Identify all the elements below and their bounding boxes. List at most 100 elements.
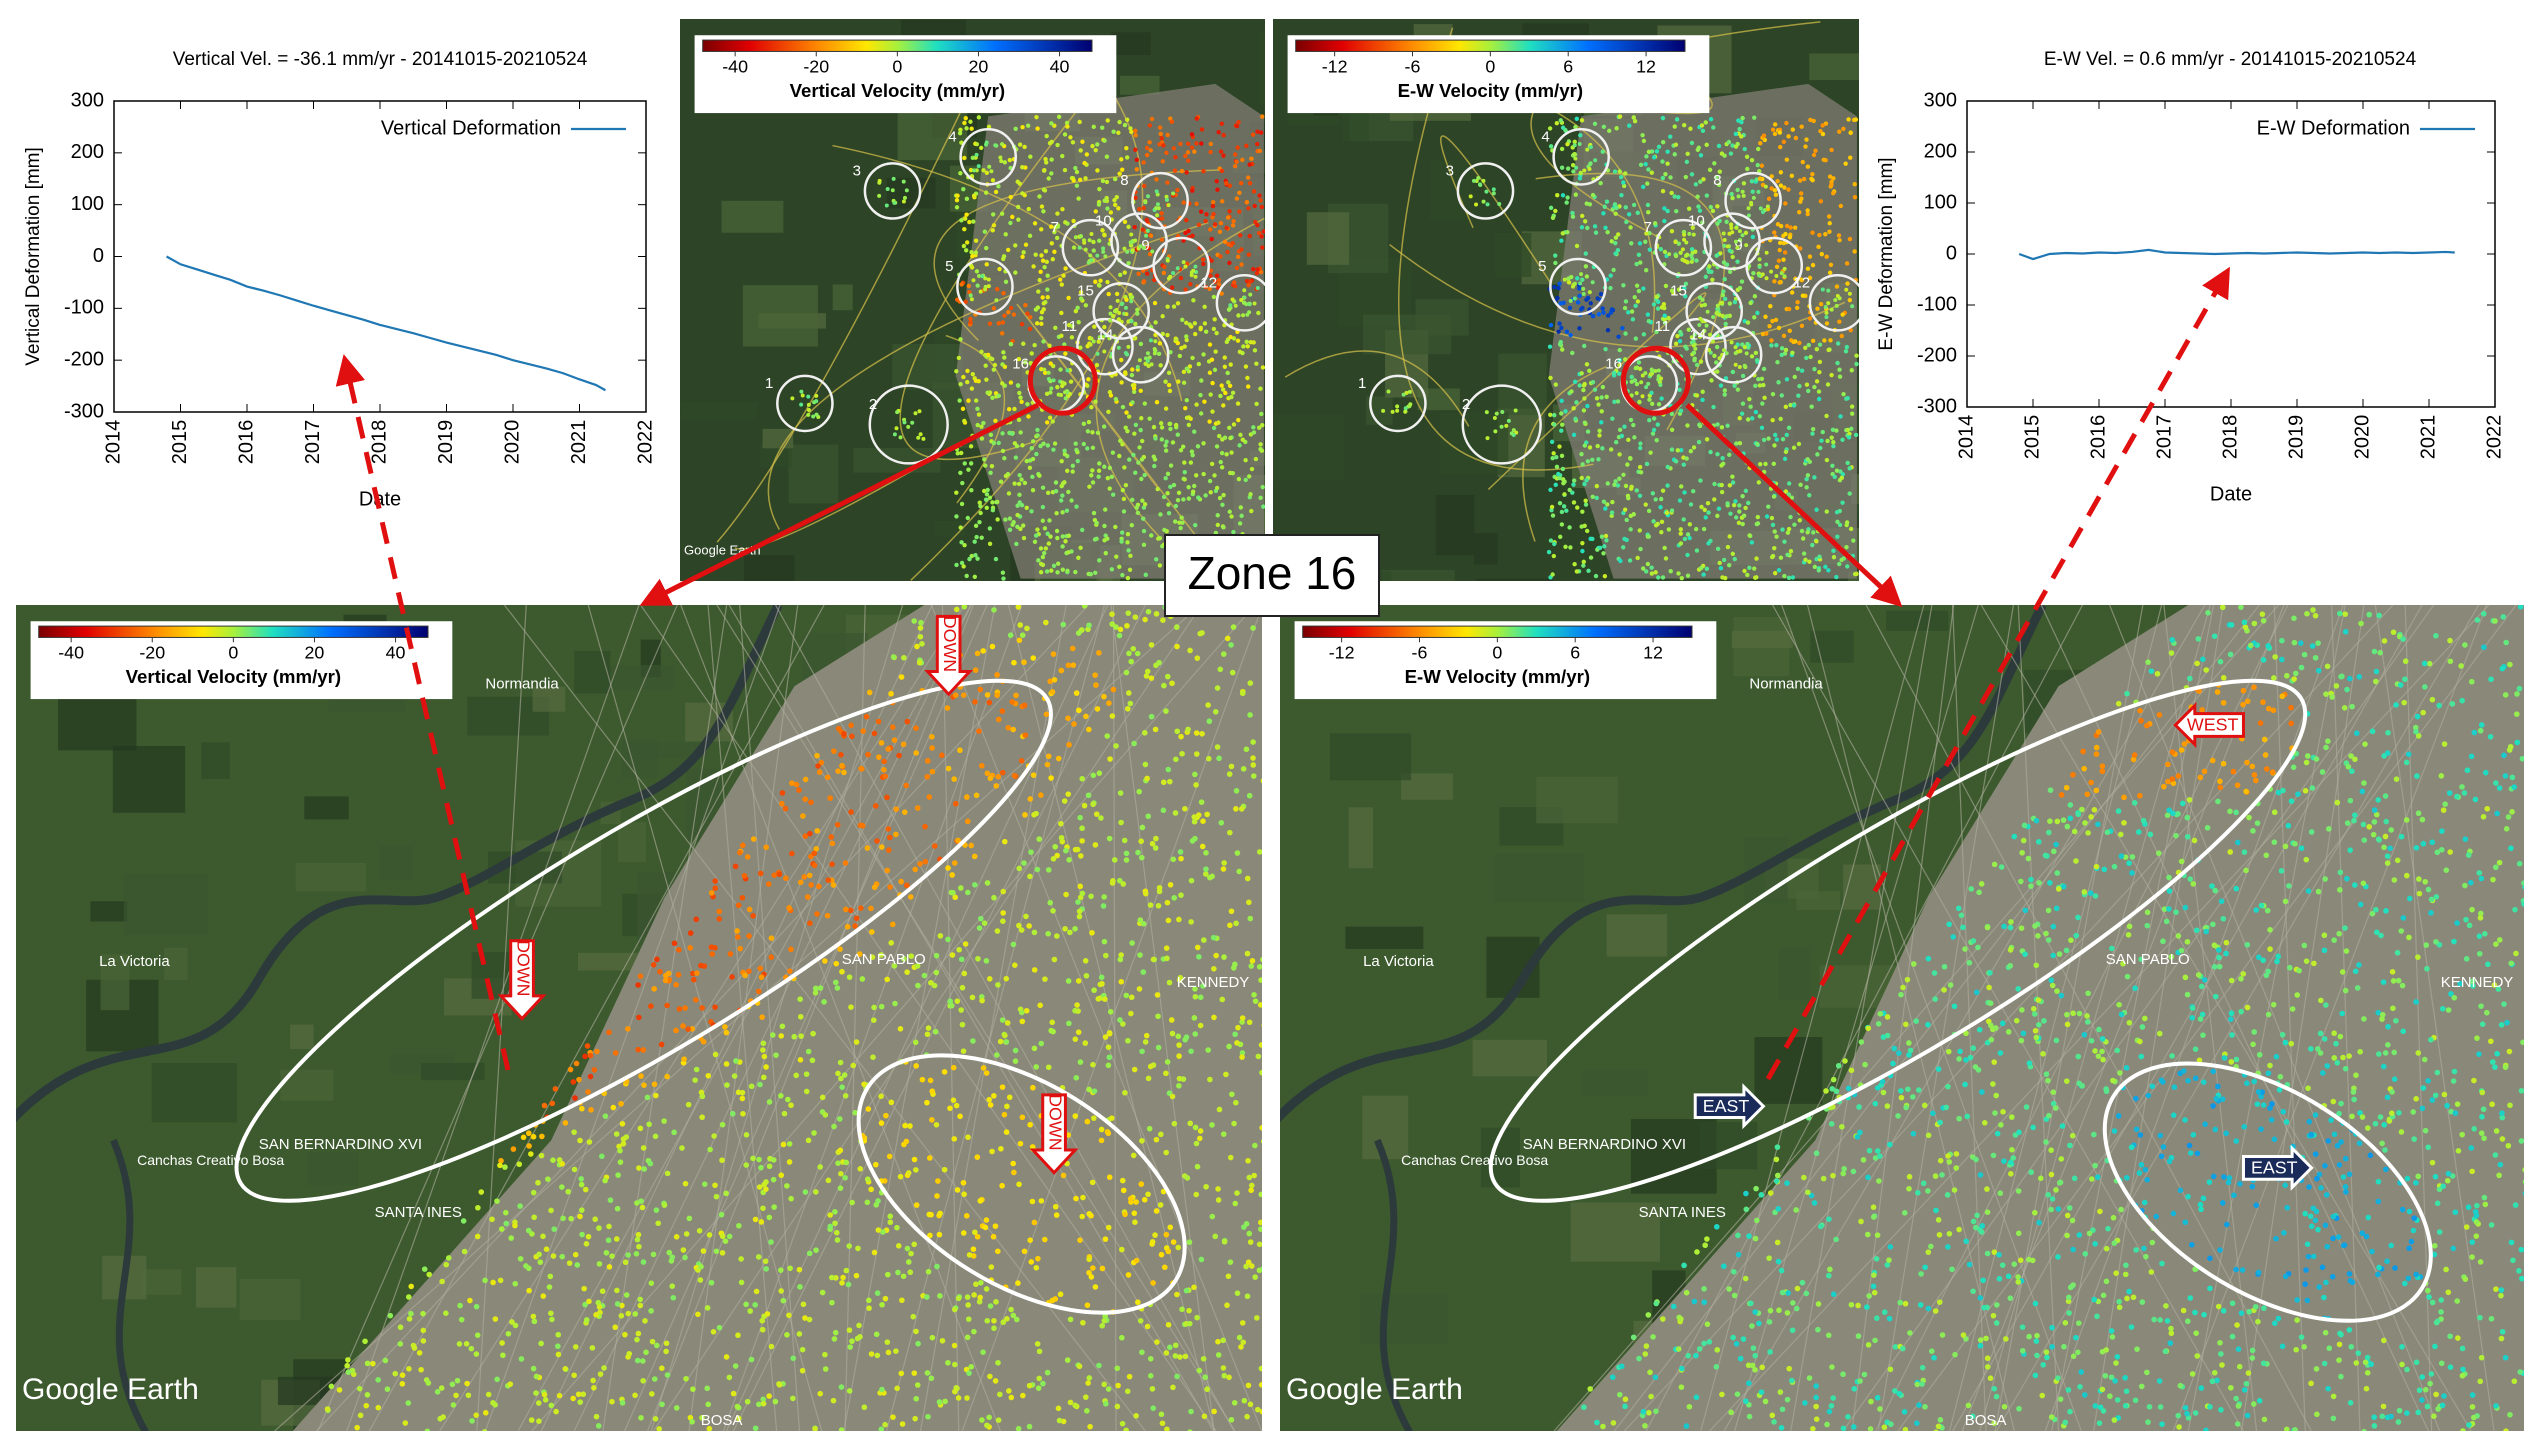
- velocity-point: [1769, 270, 1773, 274]
- velocity-point: [838, 1185, 844, 1191]
- velocity-point: [1035, 1341, 1041, 1347]
- velocity-point: [1121, 405, 1125, 409]
- velocity-point: [1050, 908, 1056, 914]
- velocity-point: [1041, 505, 1045, 509]
- velocity-point: [1103, 1236, 1109, 1242]
- velocity-point: [1032, 343, 1036, 347]
- velocity-point: [1217, 130, 1221, 134]
- velocity-point: [1178, 856, 1184, 862]
- velocity-point: [1084, 973, 1090, 979]
- velocity-point: [1126, 532, 1130, 536]
- velocity-point: [984, 1070, 990, 1076]
- velocity-point: [1822, 338, 1826, 342]
- velocity-point: [969, 488, 973, 492]
- velocity-point: [835, 1237, 841, 1243]
- velocity-point: [1073, 570, 1077, 574]
- velocity-point: [1133, 129, 1137, 133]
- velocity-point: [1585, 362, 1589, 366]
- velocity-point: [1808, 316, 1812, 320]
- velocity-point: [1158, 512, 1162, 516]
- velocity-point: [1797, 442, 1801, 446]
- velocity-point: [357, 1386, 363, 1392]
- velocity-point: [1595, 396, 1599, 400]
- velocity-point: [1723, 297, 1727, 301]
- velocity-point: [1246, 1259, 1252, 1265]
- velocity-point: [966, 1370, 972, 1376]
- velocity-point: [1258, 442, 1262, 446]
- velocity-point: [1039, 570, 1043, 574]
- velocity-point: [1122, 497, 1126, 501]
- velocity-point: [955, 998, 961, 1004]
- velocity-point: [1186, 141, 1190, 145]
- velocity-point: [1124, 670, 1130, 676]
- velocity-point: [879, 1302, 885, 1308]
- velocity-point: [1599, 292, 1603, 296]
- velocity-point: [1194, 751, 1200, 757]
- velocity-point: [1231, 530, 1235, 534]
- velocity-point: [536, 1400, 542, 1406]
- velocity-point: [1117, 346, 1121, 350]
- velocity-point: [1751, 190, 1755, 194]
- terrain-patch: [1854, 488, 1938, 510]
- velocity-point: [1089, 572, 1093, 576]
- velocity-point: [1235, 266, 1239, 270]
- velocity-point: [759, 1014, 765, 1020]
- velocity-point: [937, 1232, 943, 1238]
- velocity-point: [1701, 390, 1705, 394]
- velocity-point: [1632, 115, 1636, 119]
- velocity-point: [1031, 772, 1037, 778]
- velocity-point: [1841, 127, 1845, 131]
- velocity-point: [512, 1281, 518, 1287]
- velocity-point: [959, 451, 963, 455]
- velocity-point: [584, 1241, 590, 1247]
- velocity-point: [1182, 200, 1186, 204]
- velocity-point: [1725, 424, 1729, 428]
- velocity-point: [1635, 556, 1639, 560]
- velocity-point: [1198, 1023, 1204, 1029]
- velocity-point: [865, 1106, 871, 1112]
- velocity-point: [695, 1311, 701, 1317]
- velocity-point: [1055, 570, 1059, 574]
- velocity-point: [1800, 529, 1804, 533]
- terrain-patch: [788, 445, 838, 504]
- velocity-point: [1223, 1072, 1229, 1078]
- velocity-point: [1072, 178, 1076, 182]
- velocity-point: [1643, 162, 1647, 166]
- velocity-point: [1084, 303, 1088, 307]
- zone-number: 15: [1077, 282, 1094, 299]
- velocity-point: [1565, 329, 1569, 333]
- velocity-point: [1032, 1220, 1038, 1226]
- velocity-point: [1619, 175, 1623, 179]
- velocity-point: [995, 982, 1001, 988]
- velocity-point: [1054, 489, 1058, 493]
- velocity-point: [1585, 529, 1589, 533]
- velocity-point: [1591, 193, 1595, 197]
- velocity-point: [896, 1243, 902, 1249]
- velocity-point: [915, 1382, 921, 1388]
- velocity-point: [1587, 369, 1591, 373]
- velocity-point: [1743, 506, 1747, 510]
- velocity-point: [1114, 554, 1118, 558]
- velocity-point: [1780, 346, 1784, 350]
- velocity-point: [1162, 495, 1166, 499]
- terrain-patch: [58, 693, 136, 751]
- velocity-point: [1504, 424, 1508, 428]
- velocity-point: [992, 306, 996, 310]
- velocity-point: [1717, 144, 1721, 148]
- velocity-point: [1237, 209, 1241, 213]
- velocity-point: [1575, 276, 1579, 280]
- velocity-point: [492, 1402, 498, 1408]
- velocity-point: [1569, 299, 1573, 303]
- velocity-point: [1758, 176, 1762, 180]
- velocity-point: [1124, 483, 1128, 487]
- velocity-point: [1020, 1393, 1026, 1399]
- velocity-point: [1208, 490, 1212, 494]
- velocity-point: [898, 1174, 904, 1180]
- velocity-point: [1560, 347, 1564, 351]
- velocity-point: [1060, 510, 1064, 514]
- velocity-point: [548, 1208, 554, 1214]
- velocity-point: [1591, 280, 1595, 284]
- velocity-point: [1790, 351, 1794, 355]
- velocity-point: [1154, 1137, 1160, 1143]
- velocity-point: [998, 1146, 1004, 1152]
